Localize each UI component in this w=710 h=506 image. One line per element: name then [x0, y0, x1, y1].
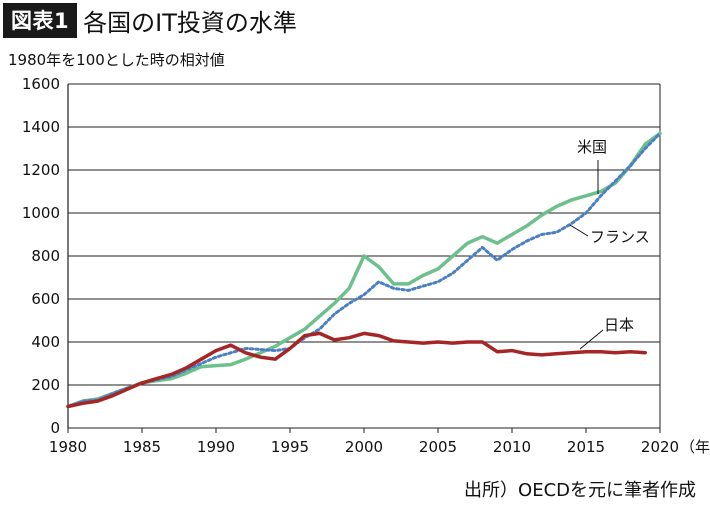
- x-tick-label: 1980: [49, 438, 87, 456]
- series-label: 日本: [604, 316, 634, 334]
- x-tick-label: 2020: [641, 438, 679, 456]
- y-tick-label: 800: [31, 247, 60, 265]
- series-line-日本: [66, 331, 647, 409]
- series-label: フランス: [590, 228, 650, 246]
- y-axis-label: 1980年を100とした時の相対値: [8, 51, 225, 69]
- x-tick-label: 2005: [419, 438, 457, 456]
- series-label: 米国: [577, 138, 607, 156]
- y-tick-label: 400: [31, 333, 60, 351]
- y-tick-label: 1400: [22, 118, 60, 136]
- y-tick-label: 0: [50, 419, 60, 437]
- x-tick-label: 1995: [271, 438, 309, 456]
- x-unit-label: （年）: [680, 438, 710, 456]
- x-tick-label: 1985: [123, 438, 161, 456]
- title-row: 図表1 各国のIT投資の水準: [0, 0, 297, 40]
- x-tick-label: 2010: [493, 438, 531, 456]
- chart-title: 各国のIT投資の水準: [83, 8, 297, 37]
- series-line-フランス: [66, 131, 662, 408]
- series-line-米国: [66, 131, 662, 409]
- x-tick-label: 1990: [197, 438, 235, 456]
- y-tick-label: 1000: [22, 204, 60, 222]
- figure-badge: 図表1: [3, 2, 78, 38]
- y-tick-label: 1600: [22, 75, 60, 93]
- x-tick-label: 2000: [345, 438, 383, 456]
- source-note: 出所）OECDを元に筆者作成: [464, 480, 696, 501]
- y-tick-label: 1200: [22, 161, 60, 179]
- series-label-leader: [569, 224, 589, 237]
- y-tick-label: 200: [31, 376, 60, 394]
- series-label-leader: [579, 329, 604, 350]
- x-tick-label: 2015: [567, 438, 605, 456]
- y-tick-label: 600: [31, 290, 60, 308]
